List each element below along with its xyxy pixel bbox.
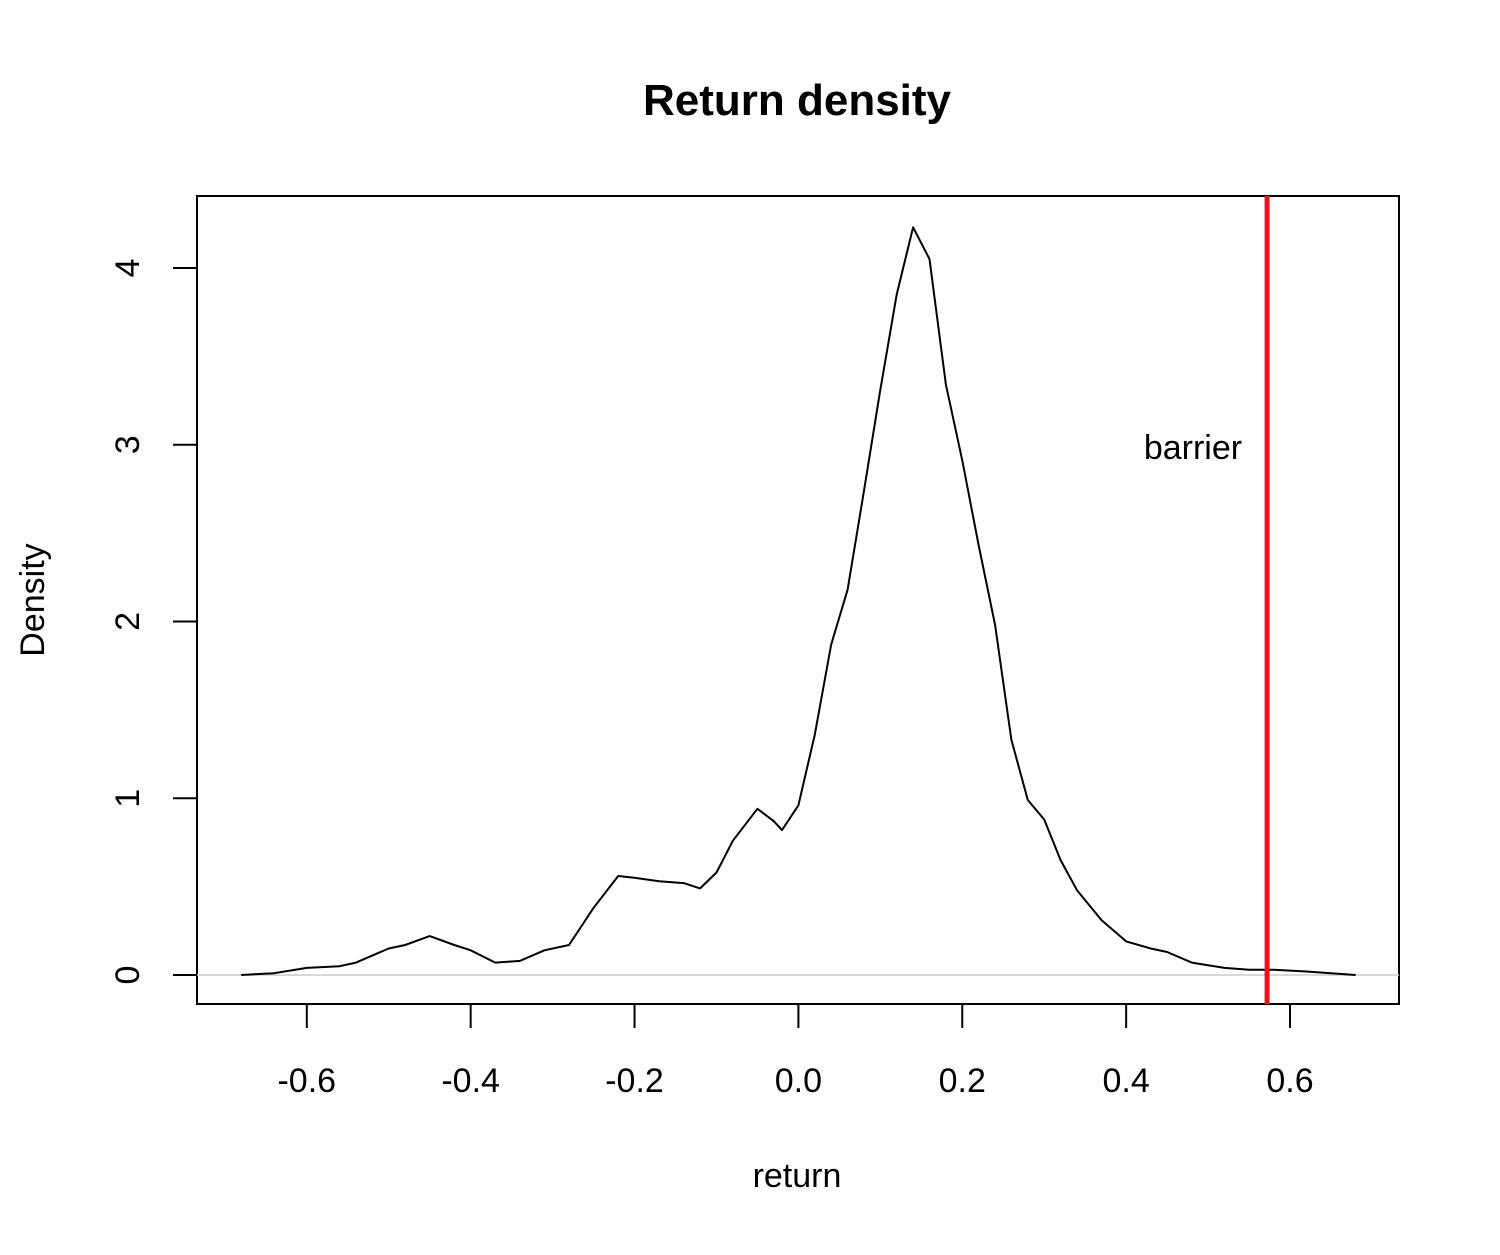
- x-tick-label: 0.6: [1266, 1062, 1313, 1100]
- density-line: [241, 226, 1356, 976]
- barrier-label: barrier: [1144, 429, 1242, 467]
- y-tick-label: 4: [109, 258, 147, 277]
- plot-frame: [196, 195, 1400, 1005]
- x-tick-label: -0.2: [605, 1062, 664, 1100]
- x-tick-label: 0.2: [939, 1062, 986, 1100]
- chart-title: Return density: [643, 76, 952, 125]
- y-tick-label: 3: [109, 435, 147, 454]
- x-axis-label: return: [753, 1157, 842, 1195]
- y-axis-label: Density: [14, 543, 52, 656]
- x-tick-label: -0.6: [277, 1062, 336, 1100]
- y-tick-label: 2: [109, 612, 147, 631]
- x-tick-label: 0.0: [775, 1062, 822, 1100]
- y-tick-label: 0: [109, 966, 147, 985]
- x-tick-label: -0.4: [441, 1062, 500, 1100]
- y-tick-label: 1: [109, 789, 147, 808]
- x-tick-label: 0.4: [1103, 1062, 1150, 1100]
